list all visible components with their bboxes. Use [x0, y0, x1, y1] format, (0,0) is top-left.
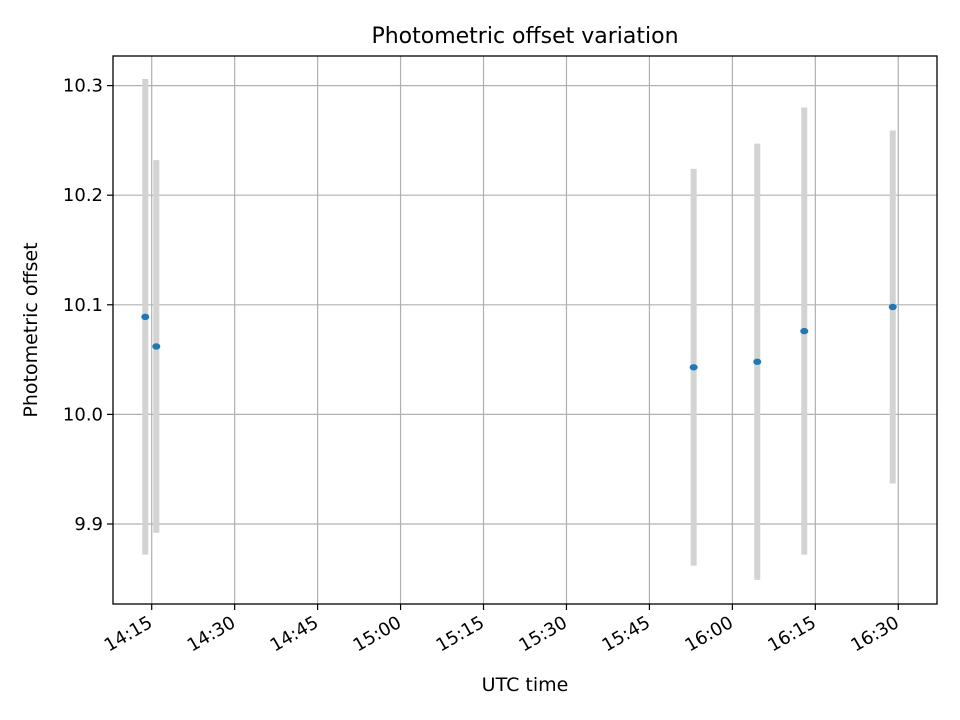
grid	[113, 56, 937, 604]
y-tick-label: 10.3	[63, 76, 103, 97]
data-point	[888, 303, 897, 311]
plot-frame	[112, 55, 938, 605]
data-point	[152, 343, 161, 350]
x-axis-label: UTC time	[482, 674, 569, 696]
data-point	[753, 358, 762, 365]
y-axis-ticks: 9.9 10.0 10.1 10.2 10.3	[63, 76, 113, 535]
y-tick-label: 10.0	[63, 404, 103, 425]
y-tick-label: 10.1	[63, 295, 103, 316]
y-tick-label: 9.9	[74, 514, 103, 535]
data-point	[689, 364, 698, 371]
y-tick-label: 10.2	[63, 185, 103, 206]
chart-title: Photometric offset variation	[371, 24, 678, 49]
data-points	[141, 303, 897, 371]
y-axis-label: Photometric offset	[20, 242, 42, 417]
data-point	[141, 313, 150, 321]
data-point	[800, 327, 809, 335]
